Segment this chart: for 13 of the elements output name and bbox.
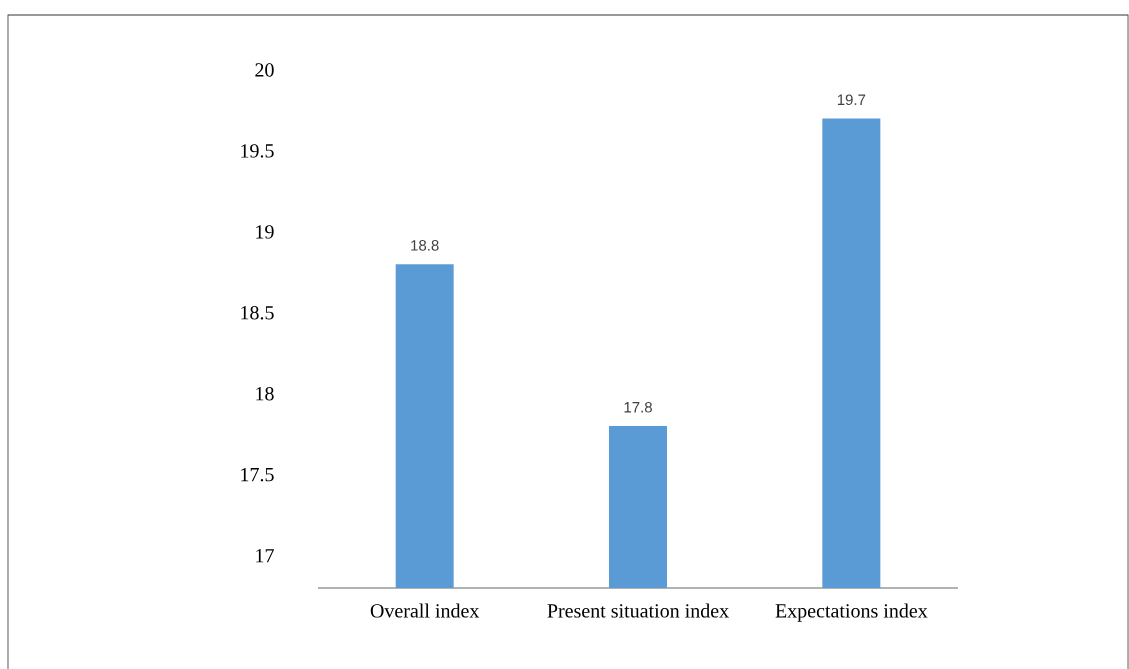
y-tick-label: 20 — [255, 63, 274, 77]
y-tick-label: 18.5 — [241, 306, 274, 320]
y-tick-label: 18 — [256, 387, 274, 401]
y-tick-label: 19.5 — [241, 144, 274, 158]
data-label: 19.7 — [837, 94, 866, 106]
y-tick-label: 17 — [256, 549, 274, 563]
x-tick-label: Present situation index — [547, 603, 729, 618]
data-label: 18.8 — [411, 240, 439, 251]
y-tick-label: 19 — [256, 225, 274, 239]
data-label: 17.8 — [624, 401, 652, 413]
x-tick-label: Expectations index — [775, 603, 928, 622]
x-tick-label: Overall index — [370, 603, 480, 618]
y-tick-label: 17.5 — [241, 467, 274, 482]
